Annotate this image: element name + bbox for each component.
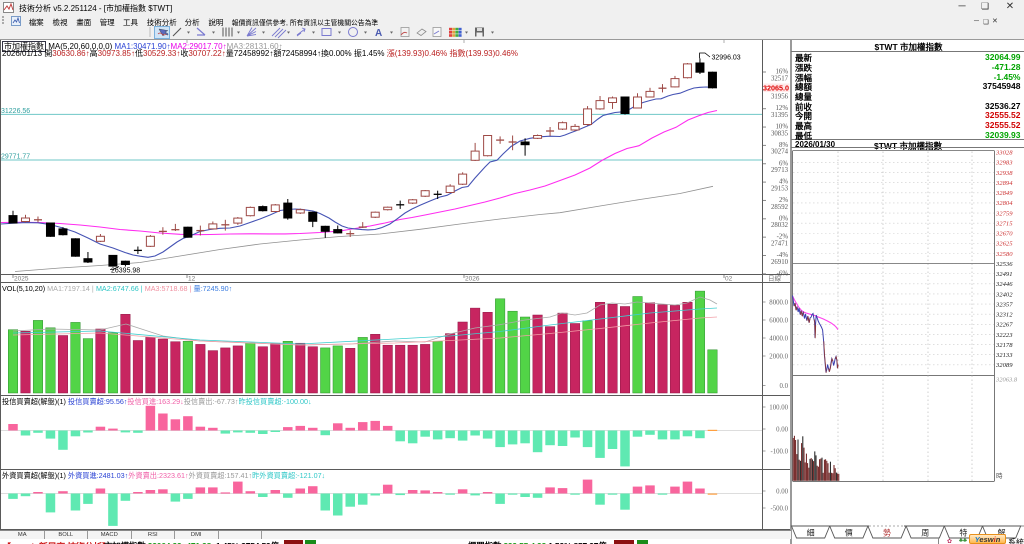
svg-text:6000.0: 6000.0 <box>769 318 788 325</box>
svg-text:32357: 32357 <box>995 301 1013 308</box>
svg-text:32983: 32983 <box>995 160 1013 167</box>
svg-text:-500.0: -500.0 <box>770 506 788 513</box>
svg-text:32063.8: 32063.8 <box>995 377 1018 384</box>
svg-text:28032: 28032 <box>771 222 789 229</box>
svg-text:32715: 32715 <box>995 220 1013 227</box>
svg-text:0.00: 0.00 <box>776 489 788 496</box>
svg-text:32894: 32894 <box>995 180 1013 187</box>
svg-text:32491: 32491 <box>995 271 1012 278</box>
svg-text:2000.0: 2000.0 <box>769 354 788 361</box>
svg-text:27471: 27471 <box>771 240 788 247</box>
svg-text:31226.56: 31226.56 <box>1 108 30 115</box>
svg-text:32223: 32223 <box>995 332 1013 339</box>
svg-text:32133: 32133 <box>995 352 1013 359</box>
svg-text:特: 特 <box>959 528 967 538</box>
svg-text:4%: 4% <box>779 179 788 186</box>
svg-text:32849: 32849 <box>995 190 1013 197</box>
svg-text:31395: 31395 <box>771 112 789 119</box>
svg-text:2026: 2026 <box>465 276 480 283</box>
svg-text:0.00: 0.00 <box>776 427 788 434</box>
svg-text:細: 細 <box>807 528 815 538</box>
svg-text:4000.0: 4000.0 <box>769 336 788 343</box>
svg-text:30835: 30835 <box>771 130 789 137</box>
svg-text:價: 價 <box>845 529 853 538</box>
svg-text:-4%: -4% <box>777 252 789 259</box>
svg-text:12%: 12% <box>776 105 789 112</box>
svg-text:32402: 32402 <box>995 291 1013 298</box>
svg-text:29771.77: 29771.77 <box>1 154 30 161</box>
svg-text:時: 時 <box>996 472 1003 480</box>
svg-text:2%: 2% <box>779 197 788 204</box>
svg-text:-100.0: -100.0 <box>770 449 788 456</box>
svg-text:0.0: 0.0 <box>780 383 789 390</box>
svg-text:32759: 32759 <box>995 210 1013 217</box>
svg-text:26910: 26910 <box>771 259 789 266</box>
svg-text:32536: 32536 <box>995 261 1013 268</box>
svg-text:02: 02 <box>725 276 733 283</box>
svg-text:26395.98: 26395.98 <box>111 268 140 275</box>
svg-text:31956: 31956 <box>771 94 789 101</box>
svg-text:32089: 32089 <box>995 362 1013 369</box>
svg-text:32996.03: 32996.03 <box>712 55 741 62</box>
svg-text:32517: 32517 <box>771 75 789 82</box>
svg-text:-2%: -2% <box>777 234 789 241</box>
svg-text:周: 周 <box>921 529 929 538</box>
svg-text:32670: 32670 <box>995 231 1013 238</box>
svg-text:32267: 32267 <box>995 322 1013 329</box>
svg-text:8%: 8% <box>779 142 788 149</box>
svg-text:30274: 30274 <box>771 149 789 156</box>
svg-text:日線: 日線 <box>768 274 782 283</box>
svg-text:32312: 32312 <box>995 312 1013 319</box>
svg-text:32580: 32580 <box>995 251 1013 258</box>
svg-text:32804: 32804 <box>995 200 1013 207</box>
svg-text:A: A <box>375 28 382 39</box>
svg-text:32178: 32178 <box>995 342 1013 349</box>
svg-text:2025: 2025 <box>14 276 29 283</box>
svg-text:6%: 6% <box>779 160 788 167</box>
svg-text:32938: 32938 <box>995 170 1013 177</box>
svg-text:32446: 32446 <box>995 281 1013 288</box>
svg-text:32625: 32625 <box>995 241 1013 248</box>
svg-text:32065.0: 32065.0 <box>763 84 789 93</box>
svg-text:16%: 16% <box>776 69 789 76</box>
svg-text:0%: 0% <box>779 215 788 222</box>
svg-text:-6%: -6% <box>777 270 789 277</box>
svg-text:29153: 29153 <box>771 185 789 192</box>
svg-text:勢: 勢 <box>883 528 891 538</box>
svg-text:28592: 28592 <box>771 204 789 211</box>
svg-text:29713: 29713 <box>771 167 789 174</box>
svg-text:10%: 10% <box>776 124 789 131</box>
svg-text:8000.0: 8000.0 <box>769 300 788 307</box>
svg-text:33028: 33028 <box>995 150 1013 157</box>
svg-text:100.00: 100.00 <box>769 405 788 412</box>
svg-text:解: 解 <box>998 528 1006 538</box>
svg-text:12: 12 <box>188 276 196 283</box>
